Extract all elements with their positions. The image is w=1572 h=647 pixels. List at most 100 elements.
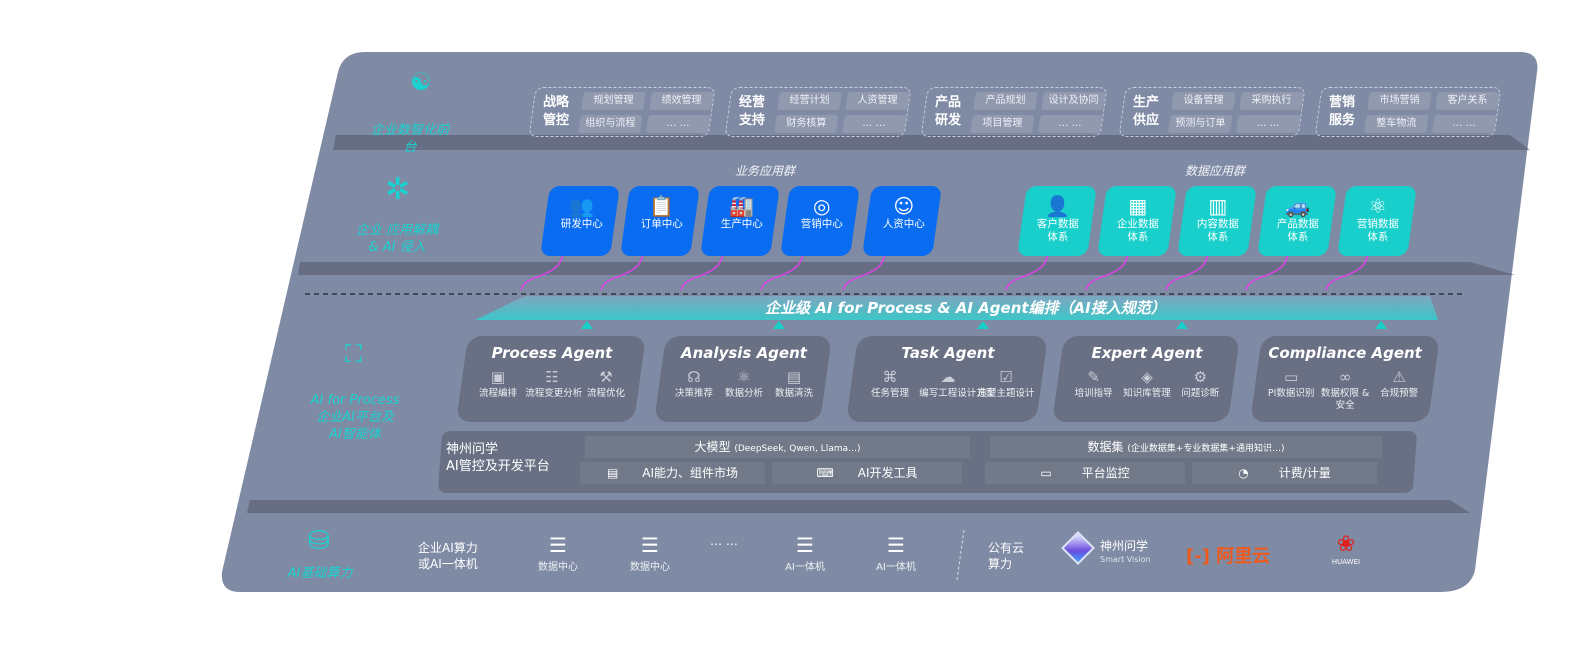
aliyun-logo: [-] 阿里云: [1186, 546, 1271, 567]
brain-icon: ☯: [410, 68, 432, 96]
app-card[interactable]: 👤 客户数据 体系: [1017, 186, 1097, 256]
dataset-cell: 数据集 (企业数据集+专业数据集+通用知识…): [990, 436, 1382, 458]
app-card[interactable]: 🚙 产品数据 体系: [1257, 186, 1337, 256]
agent-capability[interactable]: ▭ PI数据识别: [1264, 366, 1317, 412]
banner-arrow: [773, 321, 785, 329]
group-chip[interactable]: … …: [1236, 115, 1301, 133]
group-chip[interactable]: 绩效管理: [649, 92, 714, 110]
chip-label: 预测与订单: [1175, 118, 1226, 129]
agent-capability[interactable]: ◈ 知识库管理: [1121, 366, 1174, 400]
group-chip[interactable]: 设计及协同: [1041, 92, 1106, 110]
agent-capability[interactable]: ☁ 编写工程设计方案: [919, 366, 995, 400]
app-card[interactable]: ▥ 内容数据 体系: [1177, 186, 1257, 256]
app-card-label: 人资中心: [882, 218, 925, 230]
app-card-label: 企业数据 体系: [1116, 218, 1159, 243]
face-scan-icon: ⛶: [345, 340, 362, 368]
agent-capability[interactable]: ▣ 流程编排: [471, 366, 524, 400]
list-icon: ☷: [545, 368, 559, 386]
group-chip[interactable]: … …: [646, 115, 711, 133]
chip-label: … …: [1058, 118, 1082, 129]
group-chip[interactable]: 市场营销: [1367, 92, 1432, 110]
agent-name: Analysis Agent: [681, 344, 807, 362]
agent-capability[interactable]: ⚠ 合规预警: [1372, 366, 1425, 412]
connector-curve: [680, 249, 724, 291]
tool-dev[interactable]: ⌨ AI开发工具: [772, 462, 962, 484]
app-card[interactable]: ⚛ 营销数据 体系: [1337, 186, 1417, 256]
agent-name: Compliance Agent: [1268, 344, 1422, 362]
document-icon: ▤: [786, 368, 802, 386]
app-card[interactable]: 🏭 生产中心: [700, 186, 780, 256]
agent-capability[interactable]: ☊ 决策推荐: [669, 366, 719, 400]
group-chip[interactable]: … …: [1038, 115, 1103, 133]
agent-card[interactable]: Expert Agent ✎ 培训指导 ◈ 知识库管理 ⚙ 问题诊断: [1051, 336, 1241, 422]
vendor-name: 神州问学: [1100, 539, 1149, 553]
front-group: 产品 研发 产品规划 设计及协同 项目管理 … …: [920, 87, 1108, 137]
group-chip[interactable]: 整车物流: [1364, 115, 1429, 133]
chip-label: 经营计划: [789, 95, 830, 106]
group-chip[interactable]: 财务核算: [774, 115, 839, 133]
connector-curve: [1165, 249, 1209, 291]
tool-label: AI开发工具: [857, 466, 918, 480]
agent-card[interactable]: Analysis Agent ☊ 决策推荐 ⚛ 数据分析 ▤ 数据清洗: [653, 336, 833, 422]
agent-capability[interactable]: ⌘ 任务管理: [861, 366, 918, 400]
gauge-icon: ◔: [1238, 466, 1249, 480]
agent-capability[interactable]: ☑ 造型主题设计: [977, 366, 1034, 400]
agent-card[interactable]: Task Agent ⌘ 任务管理 ☁ 编写工程设计方案 ☑ 造型主题设计: [845, 336, 1049, 422]
tool-market[interactable]: ▤ AI能力、组件市场: [580, 462, 765, 484]
group-chip[interactable]: … …: [842, 115, 907, 133]
front-group: 生产 供应 设备管理 采购执行 预测与订单 … …: [1118, 87, 1306, 137]
app-card[interactable]: ▦ 企业数据 体系: [1097, 186, 1177, 256]
app-card[interactable]: 👥 研发中心: [540, 186, 620, 256]
app-card[interactable]: ◎ 营销中心: [780, 186, 860, 256]
ellipsis: … …: [710, 534, 738, 548]
agent-capability[interactable]: ✎ 培训指导: [1067, 366, 1120, 400]
orchestration-banner-bg: [475, 296, 1438, 320]
head-icon: ☊: [687, 368, 701, 386]
group-chip[interactable]: 设备管理: [1171, 92, 1236, 110]
network-icon: ⌘: [882, 368, 898, 386]
atom-icon: ⚛: [1368, 194, 1387, 218]
capability-label: 任务管理: [870, 388, 909, 399]
group-chip[interactable]: 预测与订单: [1168, 115, 1233, 133]
capability-label: 流程优化: [586, 388, 625, 399]
front-group: 经营 支持 经营计划 人资管理 财务核算 … …: [724, 87, 912, 137]
app-card[interactable]: ☺ 人资中心: [862, 186, 942, 256]
agent-capability[interactable]: ⚙ 问题诊断: [1174, 366, 1227, 400]
chip-label: 财务核算: [786, 118, 827, 129]
tool-monitor[interactable]: ▭ 平台监控: [985, 462, 1185, 484]
chip-label: 规划管理: [593, 95, 634, 106]
chip-label: 绩效管理: [661, 95, 702, 106]
agent-card[interactable]: Process Agent ▣ 流程编排 ☷ 流程变更分析 ⚒ 流程优化: [455, 336, 647, 422]
group-chip[interactable]: … …: [1432, 115, 1497, 133]
private-compute-title: 企业AI算力 或AI一体机: [418, 541, 478, 571]
agent-name: Task Agent: [901, 344, 995, 362]
group-chip[interactable]: 人资管理: [845, 92, 910, 110]
group-chip[interactable]: 客户关系: [1435, 92, 1500, 110]
group-chip[interactable]: 规划管理: [581, 92, 646, 110]
capability-label: 问题诊断: [1181, 388, 1220, 399]
agent-capability[interactable]: ⚒ 流程优化: [579, 366, 632, 400]
capability-label: 知识库管理: [1123, 388, 1171, 399]
public-compute-title: 公有云 算力: [988, 541, 1025, 571]
chip-label: … …: [666, 118, 690, 129]
capability-label: 流程变更分析: [525, 388, 583, 399]
app-card[interactable]: 📋 订单中心: [620, 186, 700, 256]
agent-card[interactable]: Compliance Agent ▭ PI数据识别 ∞ 数据权限 & 安全 ⚠ 合规预警: [1249, 336, 1441, 422]
group-chip[interactable]: 产品规划: [973, 92, 1038, 110]
front-group: 营销 服务 市场营销 客户关系 整车物流 … …: [1314, 87, 1502, 137]
tool-billing[interactable]: ◔ 计费/计量: [1192, 462, 1377, 484]
group-chip[interactable]: 采购执行: [1239, 92, 1304, 110]
app-card-label: 营销数据 体系: [1356, 218, 1399, 243]
group-chip[interactable]: 组织与流程: [578, 115, 643, 133]
node-label: 数据中心: [538, 562, 578, 573]
vendor-name: HUAWEI: [1331, 558, 1361, 566]
agent-capability[interactable]: ∞ 数据权限 & 安全: [1318, 366, 1371, 412]
agent-capability[interactable]: ▤ 数据清洗: [769, 366, 819, 400]
agent-capability[interactable]: ☷ 流程变更分析: [525, 366, 583, 400]
banner-arrow: [1176, 321, 1188, 329]
agent-capability[interactable]: ⚛ 数据分析: [719, 366, 769, 400]
chip-label: 客户关系: [1447, 95, 1488, 106]
group-chip[interactable]: 经营计划: [777, 92, 842, 110]
group-chip[interactable]: 项目管理: [970, 115, 1035, 133]
connector-curve: [842, 249, 886, 291]
